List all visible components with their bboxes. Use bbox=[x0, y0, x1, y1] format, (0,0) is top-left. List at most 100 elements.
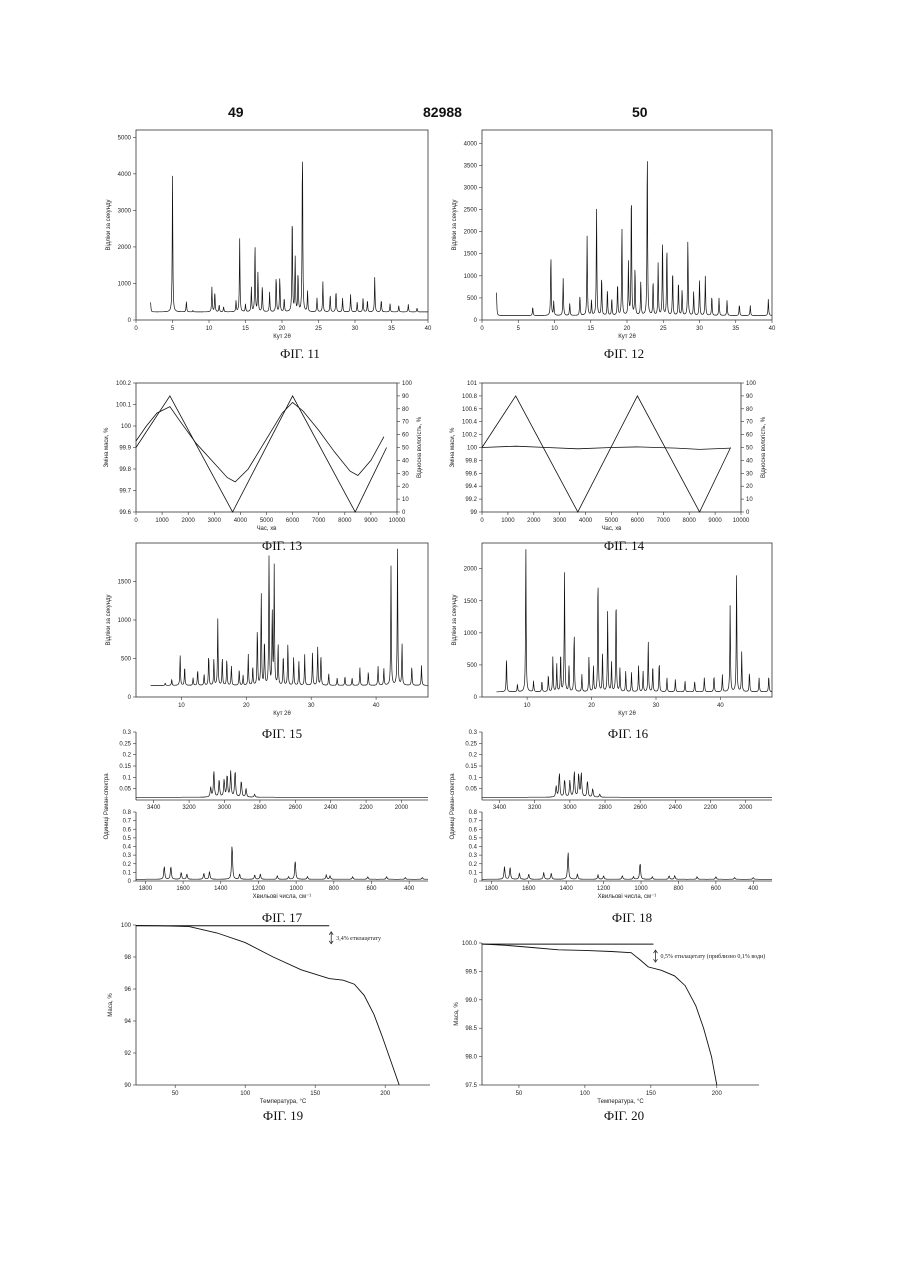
fig20-xtick-label: 150 bbox=[646, 1091, 657, 1097]
fig13-xtick-label: 4000 bbox=[234, 518, 248, 524]
fig20-ytick-label: 100.0 bbox=[462, 941, 478, 947]
fig12-xlabel: Кут 2θ bbox=[618, 334, 636, 340]
fig16-caption: ФІГ. 16 bbox=[608, 726, 648, 742]
fig18-bottom-xtick-label: 1200 bbox=[597, 886, 611, 892]
fig13-xtick-label: 3000 bbox=[208, 518, 222, 524]
fig15-xtick-label: 20 bbox=[243, 703, 250, 709]
fig14-ytick-label: 99.4 bbox=[465, 484, 477, 490]
fig13-frame bbox=[136, 383, 397, 512]
fig18-top-xtick-label: 2600 bbox=[634, 805, 648, 811]
fig17-bottom-ytick-label: 0.6 bbox=[123, 827, 132, 833]
fig17-bottom-ytick-label: 0.8 bbox=[123, 810, 132, 816]
fig14-y2tick-label: 20 bbox=[746, 484, 753, 490]
fig14-y2tick-label: 70 bbox=[746, 420, 753, 426]
fig14-ytick-label: 99 bbox=[470, 510, 477, 516]
fig14-y2tick-label: 90 bbox=[746, 394, 753, 400]
fig15-chart: 10203040050010001500Кут 2θВідліки за сек… bbox=[106, 543, 428, 717]
fig13-y2tick-label: 80 bbox=[402, 407, 409, 413]
fig13-ytick-label: 100.1 bbox=[116, 403, 132, 409]
fig19-xtick-label: 50 bbox=[172, 1091, 179, 1097]
fig14-xlabel: Час, хв bbox=[602, 526, 622, 532]
fig13-rh-line bbox=[136, 396, 387, 512]
fig12-xtick-label: 40 bbox=[769, 326, 776, 332]
fig19-ylabel: Маса, % bbox=[108, 993, 114, 1017]
fig19-ytick-label: 98 bbox=[124, 955, 131, 961]
fig13-y2tick-label: 60 bbox=[402, 433, 409, 439]
fig19-ytick-label: 92 bbox=[124, 1051, 131, 1057]
fig14-xtick-label: 3000 bbox=[553, 518, 567, 524]
fig19-xtick-label: 150 bbox=[310, 1091, 321, 1097]
fig12-ytick-label: 1500 bbox=[464, 252, 478, 258]
fig16-ylabel: Відліки за секунду bbox=[452, 595, 458, 646]
fig18-bottom-xtick-label: 400 bbox=[748, 886, 759, 892]
fig13-y2tick-label: 40 bbox=[402, 458, 409, 464]
fig13-y2tick-label: 10 bbox=[402, 497, 409, 503]
fig17-xlabel: Хвильові числа, см⁻¹ bbox=[253, 894, 312, 900]
fig18-top-xtick-label: 2000 bbox=[739, 805, 753, 811]
fig12-xtick-label: 35 bbox=[732, 326, 739, 332]
fig13-y2tick-label: 100 bbox=[402, 381, 413, 387]
fig14-ytick-label: 100.6 bbox=[462, 407, 478, 413]
fig13-ytick-label: 100 bbox=[121, 424, 132, 430]
fig17-top-ytick-label: 0.25 bbox=[119, 741, 131, 747]
fig18-top-ytick-label: 0.05 bbox=[465, 787, 477, 793]
fig12-pattern-line bbox=[497, 161, 773, 315]
fig17-bottom-xtick-label: 1400 bbox=[214, 886, 228, 892]
fig11-xtick-label: 10 bbox=[206, 326, 213, 332]
fig12-xtick-label: 25 bbox=[660, 326, 667, 332]
fig19-ytick-label: 100 bbox=[121, 923, 132, 929]
fig18-bottom-ytick-label: 0.8 bbox=[469, 810, 478, 816]
fig14-xtick-label: 0 bbox=[480, 518, 484, 524]
fig14-xtick-label: 2000 bbox=[527, 518, 541, 524]
fig17-bottom-xtick-label: 1200 bbox=[252, 886, 266, 892]
fig18-top-ytick-label: 0.2 bbox=[469, 753, 478, 759]
fig17-bottom-xtick-label: 400 bbox=[404, 886, 415, 892]
fig16-xtick-label: 40 bbox=[717, 703, 724, 709]
fig18-bottom-spectrum-line bbox=[482, 853, 772, 880]
fig17-top-xtick-label: 3400 bbox=[147, 805, 161, 811]
fig12-chart: 0510152025303540050010001500200025003000… bbox=[452, 130, 776, 340]
fig11-ytick-label: 1000 bbox=[118, 281, 132, 287]
fig19-ytick-label: 94 bbox=[124, 1019, 131, 1025]
fig18-bottom-ytick-label: 0.1 bbox=[469, 870, 478, 876]
fig11-xtick-label: 25 bbox=[315, 326, 322, 332]
fig18-bottom-ytick-label: 0.2 bbox=[469, 862, 478, 868]
fig17-bottom-xtick-label: 1000 bbox=[289, 886, 303, 892]
fig17-top-xtick-label: 2400 bbox=[324, 805, 338, 811]
fig14-ylabel: Зміна маси, % bbox=[450, 427, 456, 468]
fig16-pattern-line bbox=[497, 549, 773, 692]
fig11-pattern-line bbox=[151, 162, 428, 312]
fig13-xtick-label: 7000 bbox=[312, 518, 326, 524]
fig19-ytick-label: 96 bbox=[124, 987, 131, 993]
fig20-ytick-label: 97.5 bbox=[465, 1083, 477, 1089]
fig12-caption: ФІГ. 12 bbox=[604, 346, 644, 362]
fig14-xtick-label: 5000 bbox=[605, 518, 619, 524]
fig13-xtick-label: 5000 bbox=[260, 518, 274, 524]
fig17-bottom-ytick-label: 0.2 bbox=[123, 862, 132, 868]
fig11-xlabel: Кут 2θ bbox=[273, 334, 291, 340]
fig17-ylabel: Одиниці Раман-спектра bbox=[104, 773, 110, 840]
fig18-bottom-ytick-label: 0.3 bbox=[469, 853, 478, 859]
fig13-xtick-label: 0 bbox=[134, 518, 138, 524]
fig13-mass-line bbox=[136, 402, 384, 482]
fig13-y2tick-label: 50 bbox=[402, 446, 409, 452]
fig17-top-xtick-label: 2200 bbox=[359, 805, 373, 811]
fig12-ytick-label: 3500 bbox=[464, 163, 478, 169]
fig19-xlabel: Температура, °C bbox=[260, 1099, 307, 1105]
fig17-top-xtick-label: 2600 bbox=[289, 805, 303, 811]
fig17-top-xtick-label: 2800 bbox=[253, 805, 267, 811]
fig20-chart: 5010015020097.598.098.599.099.5100.00,5%… bbox=[454, 941, 765, 1105]
fig12-xtick-label: 15 bbox=[587, 326, 594, 332]
fig13-xtick-label: 1000 bbox=[155, 518, 169, 524]
fig14-y2tick-label: 60 bbox=[746, 433, 753, 439]
fig14-xtick-label: 10000 bbox=[733, 518, 750, 524]
fig11-xtick-label: 20 bbox=[279, 326, 286, 332]
fig15-ytick-label: 500 bbox=[121, 657, 132, 663]
fig14-ytick-label: 99.8 bbox=[465, 458, 477, 464]
fig12-xtick-label: 10 bbox=[551, 326, 558, 332]
fig20-ytick-label: 98.0 bbox=[465, 1055, 477, 1061]
fig15-xtick-label: 10 bbox=[178, 703, 185, 709]
fig20-ytick-label: 99.0 bbox=[465, 998, 477, 1004]
fig12-xtick-label: 0 bbox=[480, 326, 484, 332]
fig13-y2label: Відносна вологість, % bbox=[417, 416, 423, 478]
